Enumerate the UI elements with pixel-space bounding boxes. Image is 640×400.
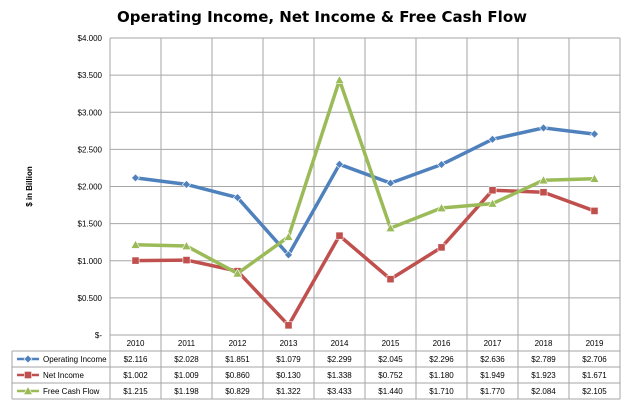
plot-area xyxy=(130,74,600,330)
legend-label: Operating Income xyxy=(43,355,107,364)
data-point xyxy=(386,178,395,188)
data-label: $0.130 xyxy=(276,371,301,380)
data-point xyxy=(284,250,293,260)
data-point xyxy=(22,385,34,395)
x-tick-label: 2012 xyxy=(229,339,247,348)
data-label: $1.949 xyxy=(480,371,505,380)
data-label: $1.923 xyxy=(531,371,556,380)
data-label: $1.215 xyxy=(123,387,148,396)
y-tick-label: $2.500 xyxy=(78,145,103,154)
data-label: $1.851 xyxy=(225,355,250,364)
y-tick-label: $3.000 xyxy=(78,108,103,117)
y-tick-label: $0.500 xyxy=(78,294,103,303)
data-label: $0.860 xyxy=(225,371,250,380)
y-tick-label: $1.000 xyxy=(78,257,103,266)
data-point xyxy=(24,371,32,379)
x-tick-label: 2010 xyxy=(127,339,145,348)
data-point xyxy=(589,173,600,183)
data-label: $1.338 xyxy=(327,371,352,380)
data-point xyxy=(539,188,548,197)
data-label: $1.002 xyxy=(123,371,148,380)
data-label: $1.079 xyxy=(276,355,301,364)
y-tick-label: $1.500 xyxy=(78,220,103,229)
data-point xyxy=(283,231,294,241)
data-label: $1.198 xyxy=(174,387,199,396)
data-point xyxy=(131,173,140,183)
x-tick-label: 2013 xyxy=(280,339,298,348)
data-point xyxy=(182,256,191,264)
data-label: $2.105 xyxy=(582,387,607,396)
data-point xyxy=(436,202,447,212)
y-tick-label: $4.000 xyxy=(78,34,103,43)
data-point xyxy=(334,74,345,84)
data-label: $0.752 xyxy=(378,371,403,380)
data-point xyxy=(487,198,498,208)
data-point xyxy=(23,354,33,364)
data-label: $2.296 xyxy=(429,355,454,364)
data-label: $2.028 xyxy=(174,355,199,364)
data-label: $1.322 xyxy=(276,387,301,396)
x-tick-label: 2016 xyxy=(433,339,451,348)
legend-label: Net Income xyxy=(43,371,84,380)
data-point xyxy=(335,159,344,169)
data-point xyxy=(284,321,293,330)
data-label: $2.299 xyxy=(327,355,352,364)
data-point xyxy=(233,193,242,202)
data-label: $2.789 xyxy=(531,355,556,364)
data-label: $0.829 xyxy=(225,387,250,396)
data-point xyxy=(437,243,446,252)
chart-title: Operating Income, Net Income & Free Cash… xyxy=(117,8,527,26)
data-label: $1.671 xyxy=(582,371,607,380)
data-label: $2.084 xyxy=(531,387,556,396)
data-point xyxy=(386,275,395,284)
data-label: $2.045 xyxy=(378,355,403,364)
data-label: $2.116 xyxy=(124,355,148,364)
data-point xyxy=(335,231,344,240)
y-tick-label: $3.500 xyxy=(78,71,103,80)
data-point xyxy=(488,134,497,144)
data-label: $2.636 xyxy=(480,355,505,364)
data-point xyxy=(130,239,141,249)
data-point xyxy=(538,175,549,185)
data-label: $1.710 xyxy=(429,387,454,396)
data-point xyxy=(131,256,140,265)
y-axis-label: $ in Billion xyxy=(25,166,34,207)
x-tick-label: 2018 xyxy=(535,339,553,348)
data-point xyxy=(539,123,548,133)
x-tick-label: 2011 xyxy=(178,339,196,348)
x-tick-label: 2014 xyxy=(331,339,349,348)
x-tick-label: 2015 xyxy=(382,339,400,348)
y-tick-label: $2.000 xyxy=(78,183,103,192)
data-label: $1.180 xyxy=(429,371,454,380)
data-table: 2010 2011 2012 2013 2014 2015 2016 2017 2018 2019… xyxy=(11,339,620,400)
legend-label: Free Cash Flow xyxy=(43,387,100,396)
data-label: $1.440 xyxy=(378,387,403,396)
series-line xyxy=(135,78,595,276)
data-point xyxy=(181,240,192,250)
y-tick-label: $- xyxy=(95,331,102,340)
data-point xyxy=(590,129,599,139)
data-point xyxy=(590,207,599,215)
x-tick-label: 2019 xyxy=(586,339,604,348)
series-line xyxy=(135,126,595,257)
y-tick-labels: $- $0.500 $1.000 $1.500 $2.000 $2.500 $3.000 $3… xyxy=(78,34,103,340)
data-label: $3.433 xyxy=(327,387,352,396)
data-label: $1.770 xyxy=(480,387,505,396)
data-point xyxy=(437,160,446,169)
data-point xyxy=(182,179,191,189)
data-point xyxy=(385,222,396,232)
data-point xyxy=(488,186,497,195)
data-label: $2.706 xyxy=(582,355,607,364)
data-label: $1.009 xyxy=(174,371,199,380)
data-point xyxy=(232,268,243,278)
x-tick-label: 2017 xyxy=(484,339,502,348)
